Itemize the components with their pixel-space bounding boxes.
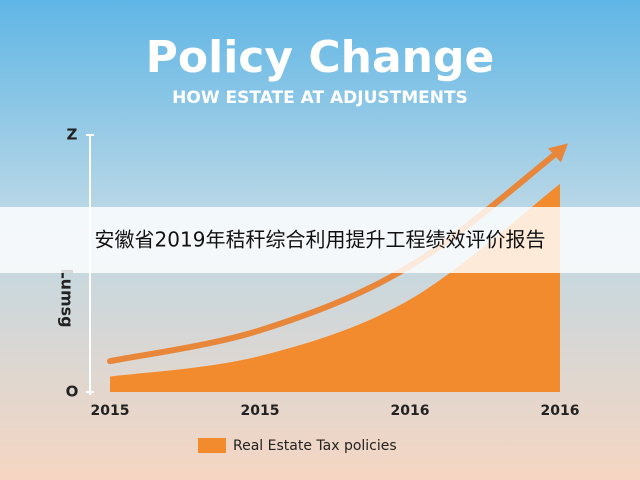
y-axis-label: Lumsg xyxy=(58,268,77,327)
legend-label: Real Estate Tax policies xyxy=(233,438,397,454)
chart-subtitle: HOW ESTATE AT ADJUSTMENTS xyxy=(172,88,468,108)
trend-line xyxy=(107,147,563,365)
area xyxy=(110,183,560,392)
x-tick-label: 2016 xyxy=(391,403,430,419)
x-tick-label: 2016 xyxy=(541,403,580,419)
arrow-head xyxy=(548,143,568,163)
banner-text: 安徽省2019年秸秆综合利用提升工程绩效评价报告 xyxy=(95,228,546,252)
chart-title: Policy Change xyxy=(146,32,495,83)
legend-swatch xyxy=(198,438,226,453)
y-tick-label: O xyxy=(66,383,79,401)
y-tick-label: Z xyxy=(67,126,78,144)
x-tick-label: 2015 xyxy=(241,403,280,419)
banner xyxy=(0,207,640,273)
x-tick-label: 2015 xyxy=(91,403,130,419)
